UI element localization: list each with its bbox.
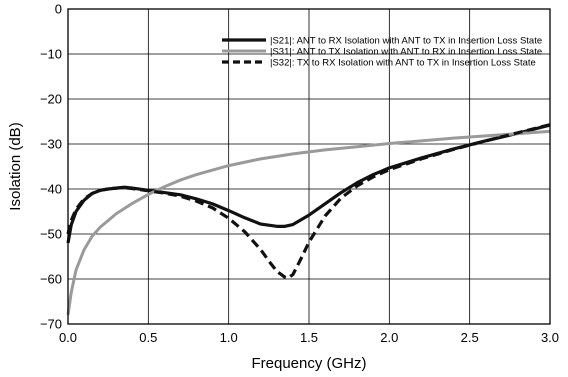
- series-line-2: [66, 129, 551, 316]
- legend-label-1: |S21|: ANT to RX Isolation with ANT to T…: [270, 36, 542, 47]
- x-tick-label: 1.0: [220, 330, 238, 345]
- x-tick-label: 1.5: [300, 330, 318, 345]
- y-tick-label: −50: [40, 227, 62, 242]
- legend-label-3: |S32|: TX to RX Isolation with ANT to TX…: [270, 58, 536, 69]
- x-tick-label: 3.0: [541, 330, 559, 345]
- series-line-3: [66, 123, 551, 280]
- y-tick-label: −60: [40, 272, 62, 287]
- x-axis-title: Frequency (GHz): [251, 355, 366, 372]
- y-tick-label: −70: [40, 317, 62, 332]
- legend-label-2: |S31|: ANT to TX Isolation with ANT to R…: [270, 47, 542, 58]
- x-tick-label: 0.0: [59, 330, 77, 345]
- x-tick-label: 0.5: [139, 330, 157, 345]
- y-tick-label: −30: [40, 137, 62, 152]
- y-tick-label: 0: [55, 2, 62, 17]
- y-axis-title: Isolation (dB): [7, 122, 24, 210]
- x-tick-label: 2.0: [380, 330, 398, 345]
- y-tick-label: −10: [40, 47, 62, 62]
- series-lines: [66, 123, 551, 316]
- y-tick-label: −20: [40, 92, 62, 107]
- y-tick-label: −40: [40, 182, 62, 197]
- legend: |S21|: ANT to RX Isolation with ANT to T…: [222, 36, 542, 69]
- tick-labels: 0.0 0.5 1.0 1.5 2.0 2.5 3.0 0 −10 −20 −30 −40 −50 −60…: [40, 2, 559, 346]
- plot-frame: [67, 8, 551, 325]
- x-tick-label: 2.5: [461, 330, 479, 345]
